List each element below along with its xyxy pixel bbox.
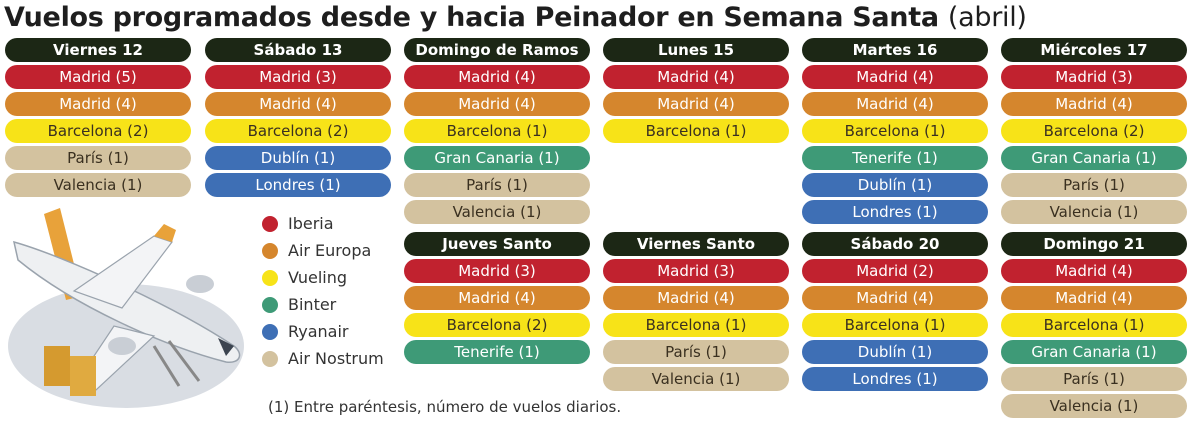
- title-main: Vuelos programados desde y hacia Peinado…: [4, 2, 939, 33]
- flight-pill-iberia: Madrid (4): [1001, 259, 1187, 283]
- flight-pill-aireuropa: Madrid (4): [404, 92, 590, 116]
- legend-label: Binter: [288, 295, 337, 314]
- day-header: Sábado 20: [802, 232, 988, 256]
- day-column: Lunes 15 Madrid (4) Madrid (4) Barcelona (1…: [603, 38, 789, 146]
- flight-pill-ryanair: Londres (1): [802, 367, 988, 391]
- legend-item-aireuropa: Air Europa: [262, 237, 384, 264]
- day-column: Viernes Santo Madrid (3) Madrid (4) Barcelo…: [603, 232, 789, 394]
- flight-pill-vueling: Barcelona (2): [404, 313, 590, 337]
- flight-pill-vueling: Barcelona (1): [802, 119, 988, 143]
- legend-label: Vueling: [288, 268, 348, 287]
- flight-pill-vueling: Barcelona (1): [404, 119, 590, 143]
- legend-dot-icon: [262, 323, 278, 340]
- legend-dot-icon: [262, 215, 278, 232]
- flight-pill-iberia: Madrid (3): [1001, 65, 1187, 89]
- flight-pill-iberia: Madrid (3): [603, 259, 789, 283]
- day-column: Miércoles 17 Madrid (3) Madrid (4) Barcelon…: [1001, 38, 1187, 227]
- day-header: Martes 16: [802, 38, 988, 62]
- day-column: Viernes 12 Madrid (5) Madrid (4) Barcelona …: [5, 38, 191, 200]
- legend-item-vueling: Vueling: [262, 264, 384, 291]
- footnote: (1) Entre paréntesis, número de vuelos d…: [268, 398, 622, 416]
- flight-pill-iberia: Madrid (2): [802, 259, 988, 283]
- airplane-illustration: [8, 208, 244, 408]
- day-header: Sábado 13: [205, 38, 391, 62]
- day-header: Viernes 12: [5, 38, 191, 62]
- airline-legend: Iberia Air Europa Vueling Binter Ryanair Air …: [262, 210, 384, 372]
- flight-pill-ryanair: Londres (1): [205, 173, 391, 197]
- flight-pill-binter: Tenerife (1): [404, 340, 590, 364]
- title-suffix: (abril): [947, 2, 1027, 33]
- flight-pill-airnostrum: París (1): [1001, 367, 1187, 391]
- flight-pill-airnostrum: París (1): [603, 340, 789, 364]
- legend-label: Iberia: [288, 214, 334, 233]
- flight-pill-binter: Gran Canaria (1): [1001, 146, 1187, 170]
- day-header: Domingo 21: [1001, 232, 1187, 256]
- flight-pill-aireuropa: Madrid (4): [5, 92, 191, 116]
- day-header: Jueves Santo: [404, 232, 590, 256]
- day-column: Domingo 21 Madrid (4) Madrid (4) Barcelona …: [1001, 232, 1187, 421]
- day-column: Sábado 13 Madrid (3) Madrid (4) Barcelona (…: [205, 38, 391, 200]
- flight-pill-iberia: Madrid (4): [603, 65, 789, 89]
- flight-pill-aireuropa: Madrid (4): [205, 92, 391, 116]
- day-column: Jueves Santo Madrid (3) Madrid (4) Barcelon…: [404, 232, 590, 367]
- flight-pill-vueling: Barcelona (1): [603, 119, 789, 143]
- flight-pill-ryanair: Londres (1): [802, 200, 988, 224]
- flight-pill-vueling: Barcelona (1): [802, 313, 988, 337]
- flight-pill-airnostrum: Valencia (1): [1001, 200, 1187, 224]
- flight-pill-binter: Gran Canaria (1): [404, 146, 590, 170]
- flight-pill-iberia: Madrid (3): [404, 259, 590, 283]
- day-header: Viernes Santo: [603, 232, 789, 256]
- flight-pill-ryanair: Dublín (1): [802, 340, 988, 364]
- flight-pill-airnostrum: Valencia (1): [5, 173, 191, 197]
- flight-pill-airnostrum: Valencia (1): [1001, 394, 1187, 418]
- flight-pill-ryanair: Dublín (1): [802, 173, 988, 197]
- day-header: Lunes 15: [603, 38, 789, 62]
- flight-pill-iberia: Madrid (3): [205, 65, 391, 89]
- day-column: Martes 16 Madrid (4) Madrid (4) Barcelona (…: [802, 38, 988, 227]
- legend-item-iberia: Iberia: [262, 210, 384, 237]
- flight-pill-binter: Gran Canaria (1): [1001, 340, 1187, 364]
- legend-dot-icon: [262, 296, 278, 313]
- flight-pill-aireuropa: Madrid (4): [802, 92, 988, 116]
- day-column: Domingo de Ramos Madrid (4) Madrid (4) Barc…: [404, 38, 590, 227]
- legend-item-airnostrum: Air Nostrum: [262, 345, 384, 372]
- flight-pill-vueling: Barcelona (1): [1001, 313, 1187, 337]
- flight-pill-binter: Tenerife (1): [802, 146, 988, 170]
- legend-dot-icon: [262, 242, 278, 259]
- flight-pill-ryanair: Dublín (1): [205, 146, 391, 170]
- flight-pill-aireuropa: Madrid (4): [1001, 286, 1187, 310]
- flight-pill-airnostrum: Valencia (1): [603, 367, 789, 391]
- legend-item-binter: Binter: [262, 291, 384, 318]
- flight-pill-iberia: Madrid (4): [802, 65, 988, 89]
- legend-dot-icon: [262, 350, 278, 367]
- flight-pill-vueling: Barcelona (2): [1001, 119, 1187, 143]
- day-column: Sábado 20 Madrid (2) Madrid (4) Barcelona (…: [802, 232, 988, 394]
- day-header: Domingo de Ramos: [404, 38, 590, 62]
- flight-pill-airnostrum: París (1): [404, 173, 590, 197]
- flight-pill-aireuropa: Madrid (4): [603, 92, 789, 116]
- flight-pill-iberia: Madrid (5): [5, 65, 191, 89]
- legend-label: Air Europa: [288, 241, 372, 260]
- flight-pill-vueling: Barcelona (1): [603, 313, 789, 337]
- flight-pill-vueling: Barcelona (2): [205, 119, 391, 143]
- flight-pill-airnostrum: París (1): [1001, 173, 1187, 197]
- flight-pill-vueling: Barcelona (2): [5, 119, 191, 143]
- legend-label: Ryanair: [288, 322, 349, 341]
- flight-pill-airnostrum: Valencia (1): [404, 200, 590, 224]
- legend-item-ryanair: Ryanair: [262, 318, 384, 345]
- flight-pill-aireuropa: Madrid (4): [603, 286, 789, 310]
- day-header: Miércoles 17: [1001, 38, 1187, 62]
- flight-pill-aireuropa: Madrid (4): [1001, 92, 1187, 116]
- flight-pill-airnostrum: París (1): [5, 146, 191, 170]
- flight-pill-aireuropa: Madrid (4): [802, 286, 988, 310]
- flight-pill-iberia: Madrid (4): [404, 65, 590, 89]
- infographic-title: Vuelos programados desde y hacia Peinado…: [4, 2, 1027, 33]
- legend-label: Air Nostrum: [288, 349, 384, 368]
- legend-dot-icon: [262, 269, 278, 286]
- flight-pill-aireuropa: Madrid (4): [404, 286, 590, 310]
